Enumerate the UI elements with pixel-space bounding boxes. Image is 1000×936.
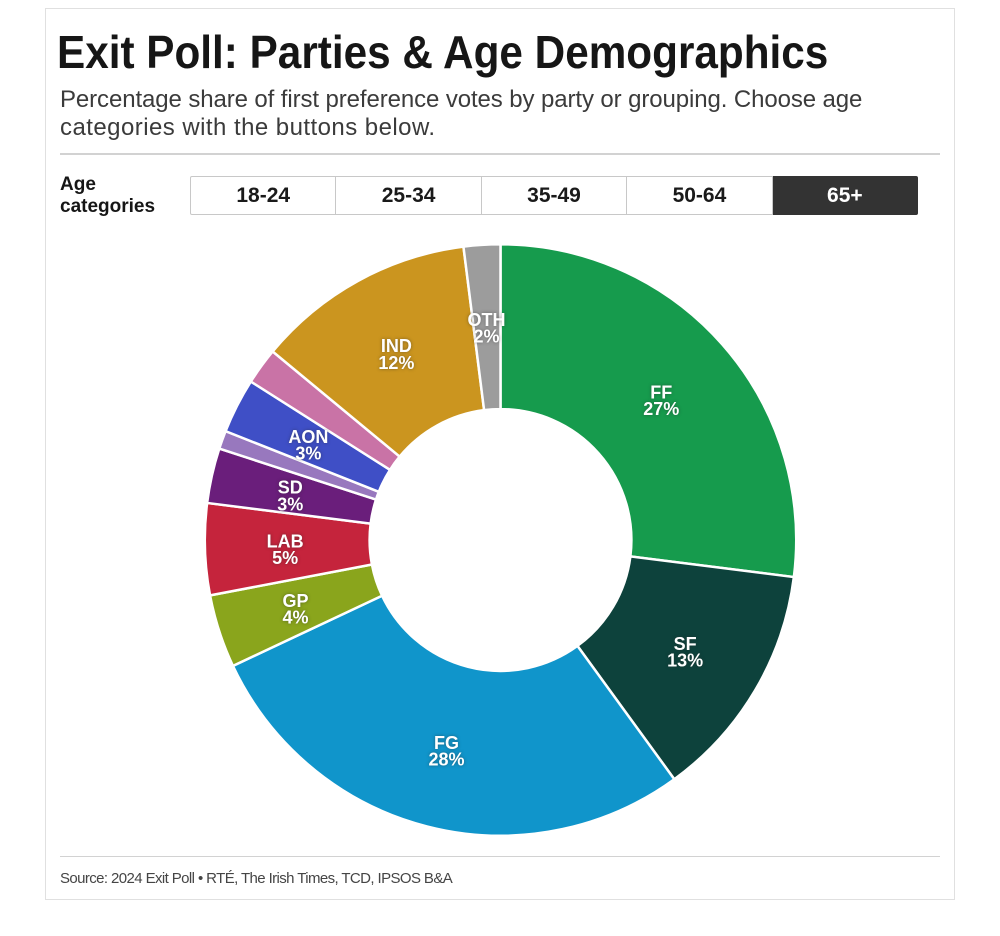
svg-text:GP4%: GP 4% <box>282 591 308 628</box>
svg-text:SD3%: SD 3% <box>277 478 303 515</box>
